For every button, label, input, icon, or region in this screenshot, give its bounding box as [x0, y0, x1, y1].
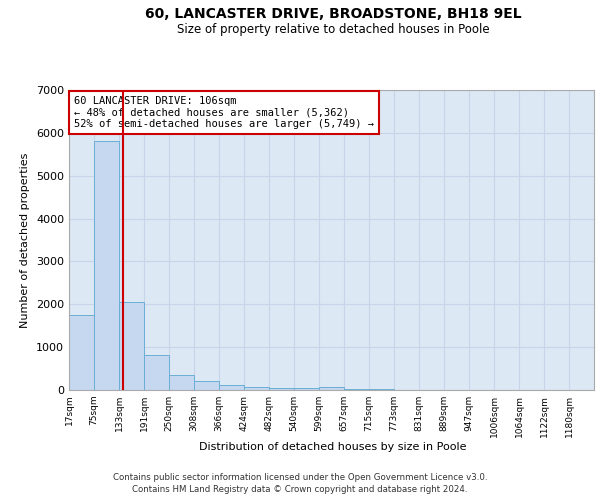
Bar: [169, 376, 194, 390]
Bar: [94, 142, 119, 390]
Bar: [294, 388, 319, 390]
Bar: [194, 382, 219, 390]
Bar: [269, 388, 294, 390]
Text: Contains HM Land Registry data © Crown copyright and database right 2024.: Contains HM Land Registry data © Crown c…: [132, 485, 468, 494]
Bar: [369, 389, 394, 390]
Text: 60 LANCASTER DRIVE: 106sqm
← 48% of detached houses are smaller (5,362)
52% of s: 60 LANCASTER DRIVE: 106sqm ← 48% of deta…: [74, 96, 374, 129]
Text: Size of property relative to detached houses in Poole: Size of property relative to detached ho…: [176, 22, 490, 36]
Bar: [319, 388, 344, 390]
Bar: [119, 302, 144, 390]
Y-axis label: Number of detached properties: Number of detached properties: [20, 152, 31, 328]
Bar: [344, 388, 369, 390]
Bar: [69, 315, 94, 390]
Bar: [144, 355, 169, 390]
Text: Distribution of detached houses by size in Poole: Distribution of detached houses by size …: [199, 442, 467, 452]
Text: 60, LANCASTER DRIVE, BROADSTONE, BH18 9EL: 60, LANCASTER DRIVE, BROADSTONE, BH18 9E…: [145, 8, 521, 22]
Text: Contains public sector information licensed under the Open Government Licence v3: Contains public sector information licen…: [113, 472, 487, 482]
Bar: [244, 386, 269, 390]
Bar: [219, 385, 244, 390]
